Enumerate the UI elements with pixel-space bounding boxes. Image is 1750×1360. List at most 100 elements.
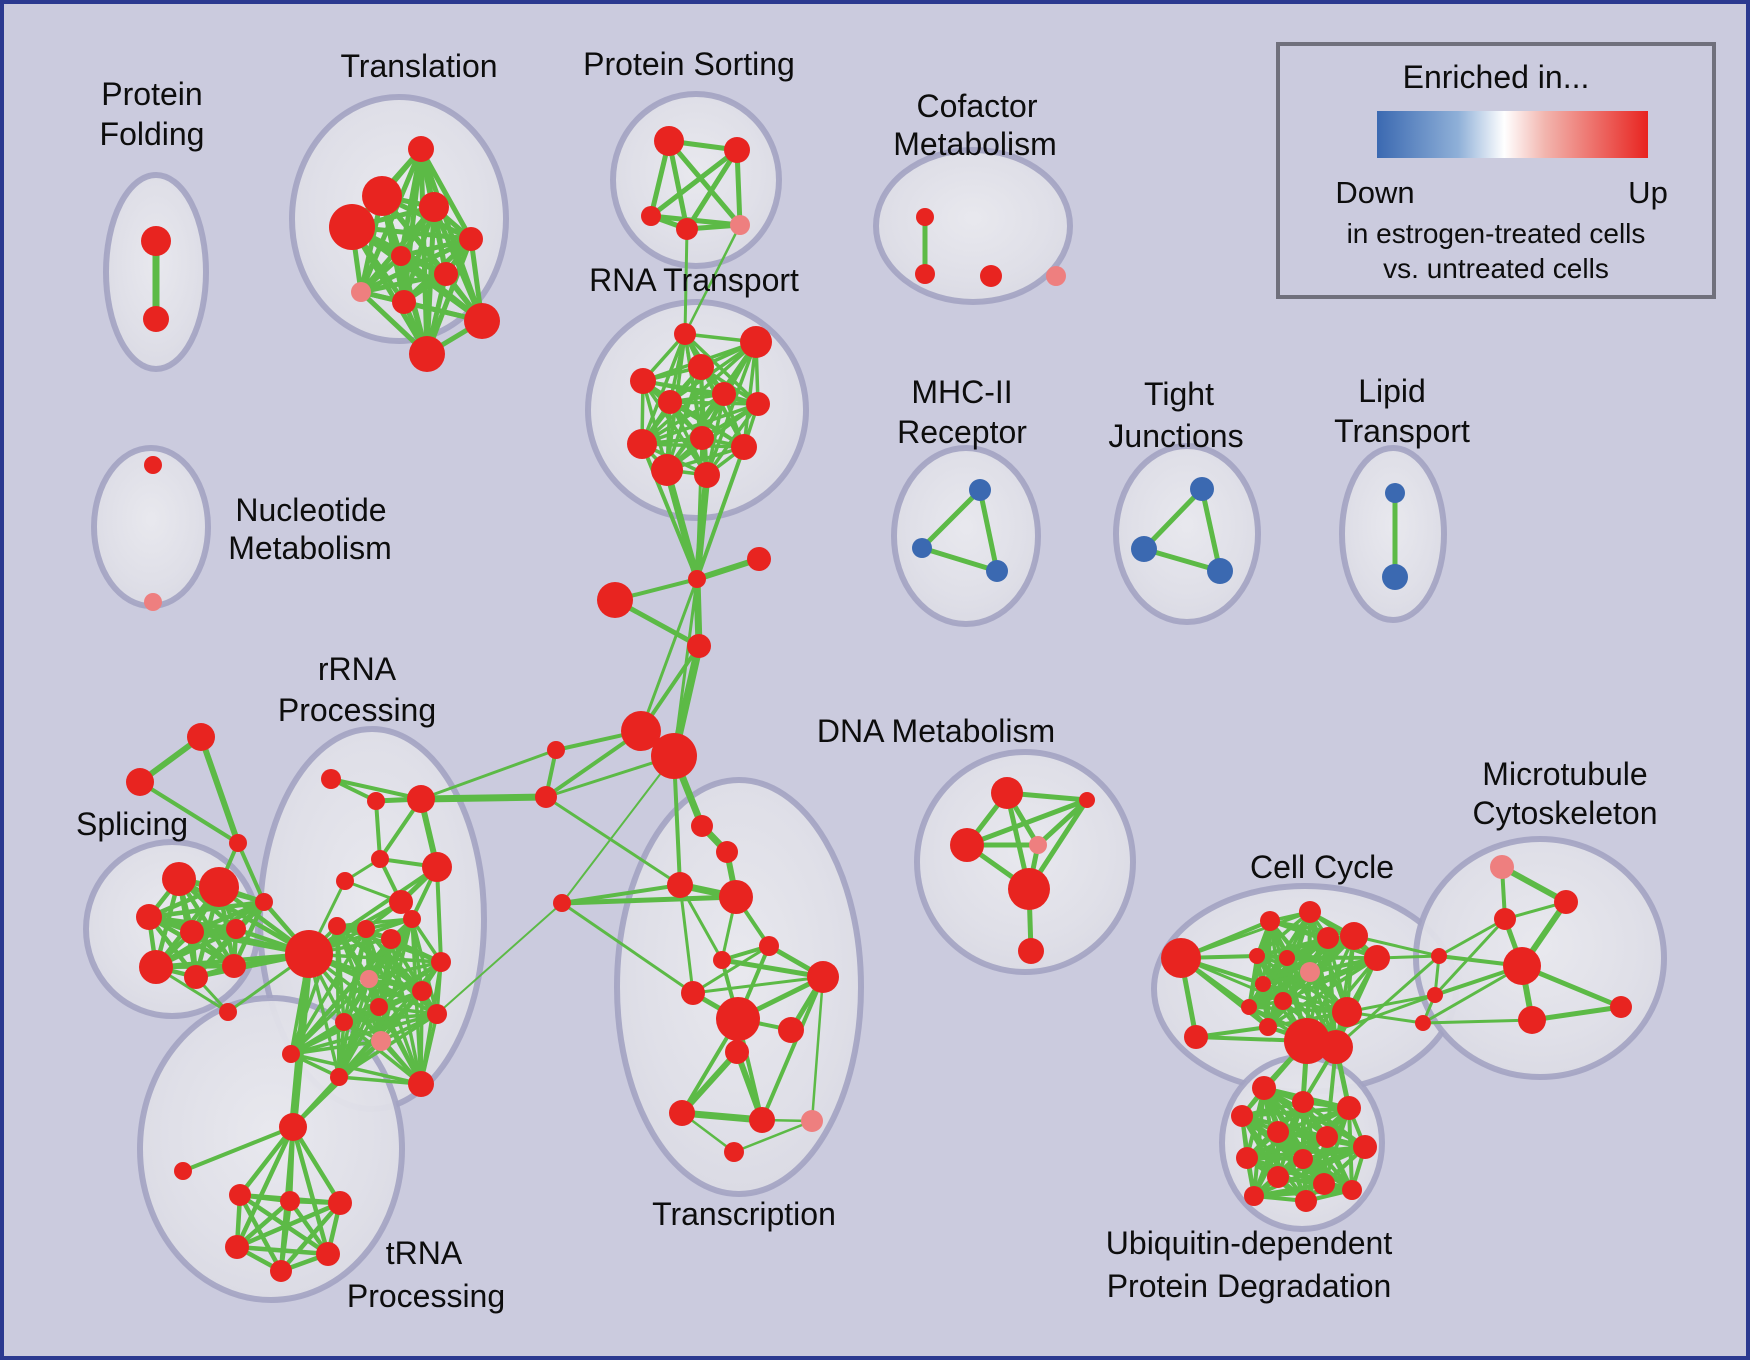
node-c3-red[interactable] [1317,927,1339,949]
node-c1-red[interactable] [1260,911,1280,931]
node-c14-red[interactable] [1284,1018,1330,1064]
node-m2-red[interactable] [1554,890,1578,914]
node-ps5-pink[interactable] [730,215,750,235]
node-u10-red[interactable] [1267,1166,1289,1188]
node-trh-red[interactable] [279,1113,307,1141]
node-m5-red[interactable] [1518,1006,1546,1034]
node-tl1-red[interactable] [713,951,731,969]
node-h2-blue[interactable] [912,538,932,558]
node-tc2-red[interactable] [716,841,738,863]
node-t11-red[interactable] [409,336,445,372]
node-t10-red[interactable] [464,303,500,339]
node-spt1-red[interactable] [187,723,215,751]
node-rt8-red[interactable] [690,426,714,450]
node-c5-red[interactable] [1249,948,1265,964]
node-tl5-red[interactable] [716,997,760,1041]
node-s10-red[interactable] [219,1003,237,1021]
node-rr11-pink[interactable] [371,1031,391,1051]
node-tr6-red[interactable] [270,1260,292,1282]
node-u1-red[interactable] [1252,1076,1276,1100]
node-rhub-red[interactable] [285,930,333,978]
node-tc1-red[interactable] [691,815,713,837]
node-tc3-red[interactable] [667,872,693,898]
node-d6-red[interactable] [1018,938,1044,964]
node-rt10-red[interactable] [731,434,757,460]
node-s6-red[interactable] [255,893,273,911]
node-c4-red[interactable] [1340,922,1368,950]
node-s3-red[interactable] [136,904,162,930]
node-tr4-red[interactable] [225,1235,249,1259]
node-ccb2-red[interactable] [1184,1025,1208,1049]
node-tj3-blue[interactable] [1207,558,1233,584]
node-cb1-red[interactable] [597,582,633,618]
node-pf1-red[interactable] [141,226,171,256]
node-tl7-red[interactable] [725,1040,749,1064]
node-s4-red[interactable] [180,920,204,944]
node-tl2-red[interactable] [759,936,779,956]
node-d1-red[interactable] [991,777,1023,809]
node-m6-red[interactable] [1610,996,1632,1018]
node-t1-red[interactable] [408,136,434,162]
node-d4-pink[interactable] [1029,836,1047,854]
node-ts1-red[interactable] [553,894,571,912]
node-rr12-red[interactable] [408,1071,434,1097]
node-cr1-red[interactable] [747,547,771,571]
node-cf2-red[interactable] [915,264,935,284]
node-rp3-red[interactable] [407,785,435,813]
node-c7-pink[interactable] [1300,962,1320,982]
node-c13-red[interactable] [1332,997,1362,1027]
node-tj1-blue[interactable] [1190,477,1214,501]
node-tl4-red[interactable] [807,961,839,993]
node-rt11-red[interactable] [651,454,683,486]
node-c15-red[interactable] [1319,1030,1353,1064]
node-rr7-red[interactable] [431,952,451,972]
node-lp2-blue[interactable] [1382,564,1408,590]
node-c8-red[interactable] [1255,976,1271,992]
node-j1-red[interactable] [688,570,706,588]
node-rr6-red[interactable] [412,981,432,1001]
node-rt3-red[interactable] [688,354,714,380]
node-ps3-red[interactable] [641,206,661,226]
node-rt4-red[interactable] [630,368,656,394]
node-t9-red[interactable] [392,290,416,314]
node-hub1-red[interactable] [621,711,661,751]
node-u5-red[interactable] [1267,1121,1289,1143]
node-rt12-red[interactable] [694,462,720,488]
node-ps4-red[interactable] [676,218,698,240]
node-tb3-pink[interactable] [801,1110,823,1132]
node-rr4-red[interactable] [403,910,421,928]
node-rr5-pink[interactable] [360,970,378,988]
node-rt7-red[interactable] [746,392,770,416]
node-lw1-red[interactable] [547,741,565,759]
node-rr10-red[interactable] [335,1013,353,1031]
node-cf1-red[interactable] [916,208,934,226]
node-ps1-red[interactable] [654,126,684,156]
node-rt9-red[interactable] [627,429,657,459]
node-rr9-red[interactable] [427,1004,447,1024]
node-tl3-red[interactable] [681,981,705,1005]
node-mj3-red[interactable] [1415,1015,1431,1031]
node-t6-red[interactable] [391,246,411,266]
node-c10-red[interactable] [1364,945,1390,971]
node-tr5-red[interactable] [316,1242,340,1266]
node-hub2-red[interactable] [651,733,697,779]
node-m3-red[interactable] [1494,908,1516,930]
node-nm1-red[interactable] [144,456,162,474]
node-pf2-red[interactable] [143,306,169,332]
node-c6-red[interactable] [1279,950,1295,966]
node-u6-red[interactable] [1316,1126,1338,1148]
node-rp7-red[interactable] [389,890,413,914]
node-u7-red[interactable] [1353,1135,1377,1159]
node-d2-red[interactable] [1079,792,1095,808]
node-tb1-red[interactable] [669,1100,695,1126]
node-tl6-red[interactable] [778,1017,804,1043]
node-spt2-red[interactable] [126,768,154,796]
node-t7-red[interactable] [434,262,458,286]
node-tb4-red[interactable] [724,1142,744,1162]
node-t5-red[interactable] [459,227,483,251]
node-mj2-red[interactable] [1427,987,1443,1003]
node-s2-red[interactable] [199,867,239,907]
node-c2-red[interactable] [1299,901,1321,923]
node-u2-red[interactable] [1292,1091,1314,1113]
node-rr1-red[interactable] [328,917,346,935]
